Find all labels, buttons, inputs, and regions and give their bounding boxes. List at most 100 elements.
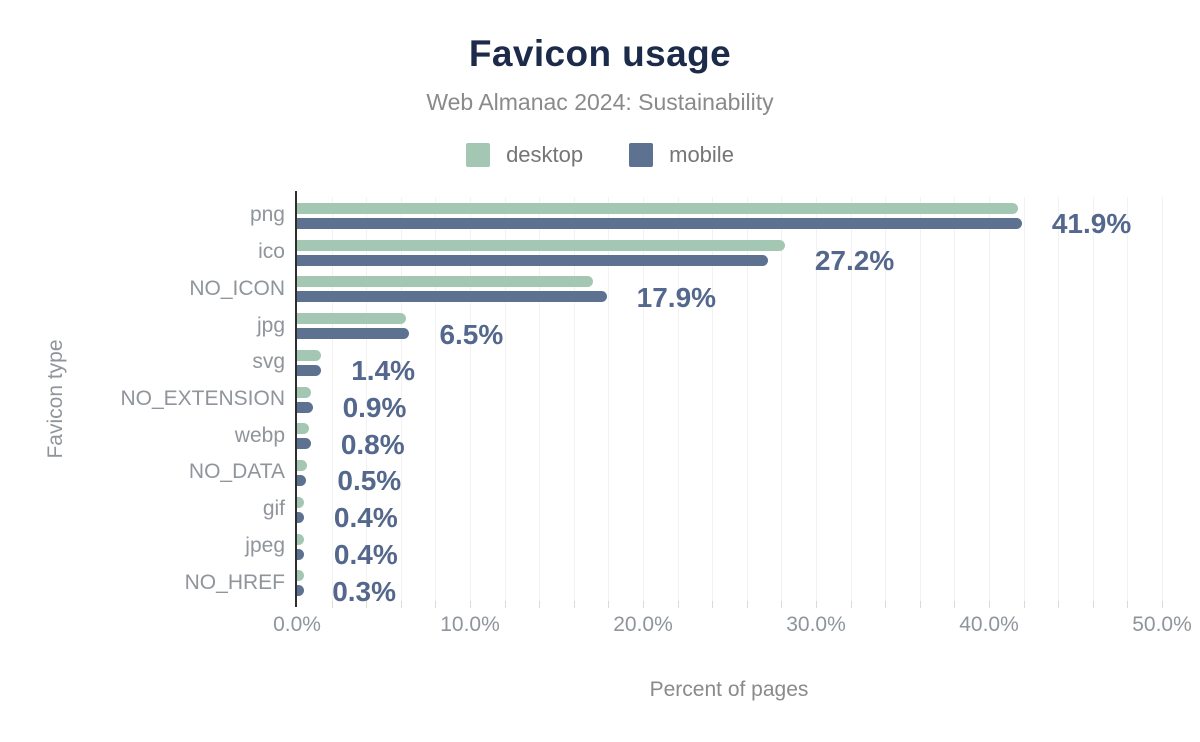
bar-desktop-jpeg	[297, 533, 304, 545]
bar-desktop-NO_DATA	[297, 460, 308, 472]
value-label-NO_HREF: 0.3%	[332, 575, 397, 607]
bar-mobile-jpeg	[297, 548, 304, 560]
gridline	[781, 197, 783, 601]
x-tick-label-20.0%: 20.0%	[613, 613, 673, 636]
value-label-NO_EXTENSION: 0.9%	[342, 392, 407, 423]
axis-tick	[677, 601, 679, 608]
category-label-svg: svg	[252, 350, 285, 374]
bar-mobile-gif	[297, 511, 304, 523]
axis-tick	[366, 601, 368, 608]
category-label-NO_DATA: NO_DATA	[188, 460, 285, 484]
gridline	[504, 197, 506, 601]
chart-subtitle: Web Almanac 2024: Sustainability	[426, 89, 774, 115]
y-axis-line	[295, 191, 297, 607]
gridline	[816, 197, 817, 601]
bar-mobile-NO_ICON	[297, 291, 607, 303]
gridline	[1092, 197, 1094, 601]
bar-desktop-NO_EXTENSION	[297, 386, 311, 398]
value-label-gif: 0.4%	[333, 502, 398, 534]
bar-mobile-NO_HREF	[297, 585, 304, 597]
gridline	[1162, 197, 1163, 601]
gridline	[331, 197, 333, 601]
bar-mobile-svg	[297, 364, 322, 376]
bar-desktop-svg	[297, 349, 322, 361]
axis-tick	[435, 601, 437, 608]
gridline	[573, 197, 575, 601]
x-axis-title: Percent of pages	[649, 678, 809, 701]
category-label-jpeg: jpeg	[245, 533, 285, 557]
axis-tick	[746, 601, 748, 608]
category-label-png: png	[249, 203, 285, 227]
gridline	[1127, 197, 1129, 601]
legend-label-mobile: mobile	[669, 142, 734, 167]
bar-mobile-jpg	[297, 328, 410, 340]
x-tick-label-30.0%: 30.0%	[786, 613, 846, 636]
gridline	[919, 197, 921, 601]
gridline	[366, 197, 368, 601]
bar-mobile-webp	[297, 438, 311, 450]
bar-desktop-ico	[297, 239, 785, 251]
bar-desktop-jpg	[297, 313, 406, 325]
x-tick-label-50.0%: 50.0%	[1132, 613, 1192, 636]
value-label-jpg: 6.5%	[439, 318, 504, 350]
value-label-ico: 27.2%	[814, 245, 895, 277]
bar-desktop-webp	[297, 423, 310, 435]
value-label-webp: 0.8%	[340, 428, 405, 460]
desktop-swatch-icon	[466, 143, 491, 167]
axis-tick	[643, 601, 644, 608]
bar-desktop-NO_ICON	[297, 276, 593, 288]
axis-tick	[539, 601, 541, 608]
gridline	[989, 197, 990, 601]
plot-area: 41.9% 27.2% 17.9% 6.5% 1.4% 0.9% 0.8% 0.5% 0.4% 0…	[295, 191, 1163, 608]
axis-tick	[1092, 601, 1094, 608]
axis-tick	[608, 601, 610, 608]
chart-title: Favicon usage	[468, 33, 732, 74]
axis-tick	[573, 601, 575, 608]
value-label-svg: 1.4%	[351, 355, 416, 387]
gridline	[435, 197, 437, 601]
axis-tick	[816, 601, 817, 608]
bar-mobile-NO_DATA	[297, 475, 306, 487]
category-label-NO_HREF: NO_HREF	[184, 570, 285, 594]
gridline	[954, 197, 956, 601]
x-tick-label-40.0%: 40.0%	[959, 613, 1019, 636]
category-label-NO_EXTENSION: NO_EXTENSION	[120, 387, 285, 410]
axis-tick	[1023, 601, 1025, 608]
category-labels: png ico NO_ICON jpg svg NO_EXTENSION webp NO_DA…	[0, 0, 285, 742]
bar-mobile-ico	[297, 254, 768, 266]
axis-tick	[504, 601, 506, 608]
axis-tick	[331, 601, 333, 608]
bar-desktop-gif	[297, 496, 304, 508]
axis-tick	[919, 601, 921, 608]
legend-item-desktop: desktop	[466, 142, 583, 168]
axis-tick	[1162, 601, 1163, 608]
axis-tick	[989, 601, 990, 608]
gridline	[850, 197, 852, 601]
gridline	[1058, 197, 1060, 601]
axis-tick	[781, 601, 783, 608]
category-label-gif: gif	[262, 497, 285, 521]
axis-tick	[400, 601, 402, 608]
value-label-NO_ICON: 17.9%	[636, 281, 717, 313]
category-label-NO_ICON: NO_ICON	[189, 276, 285, 300]
legend-item-mobile: mobile	[629, 142, 734, 168]
gridline	[643, 197, 644, 601]
axis-tick	[1058, 601, 1060, 608]
axis-tick	[712, 601, 714, 608]
axis-tick	[885, 601, 887, 608]
axis-tick	[470, 601, 471, 608]
category-label-jpg: jpg	[256, 313, 285, 337]
axis-tick	[850, 601, 852, 608]
bar-mobile-NO_EXTENSION	[297, 401, 313, 413]
bar-desktop-NO_HREF	[297, 570, 304, 582]
gridline	[885, 197, 887, 601]
gridline	[539, 197, 541, 601]
bar-mobile-png	[297, 218, 1022, 229]
value-label-jpeg: 0.4%	[333, 538, 398, 570]
gridline	[712, 197, 714, 601]
gridline	[746, 197, 748, 601]
gridline	[608, 197, 610, 601]
category-label-webp: webp	[234, 423, 285, 447]
bar-desktop-png	[297, 203, 1019, 214]
x-tick-label-10.0%: 10.0%	[440, 613, 500, 636]
